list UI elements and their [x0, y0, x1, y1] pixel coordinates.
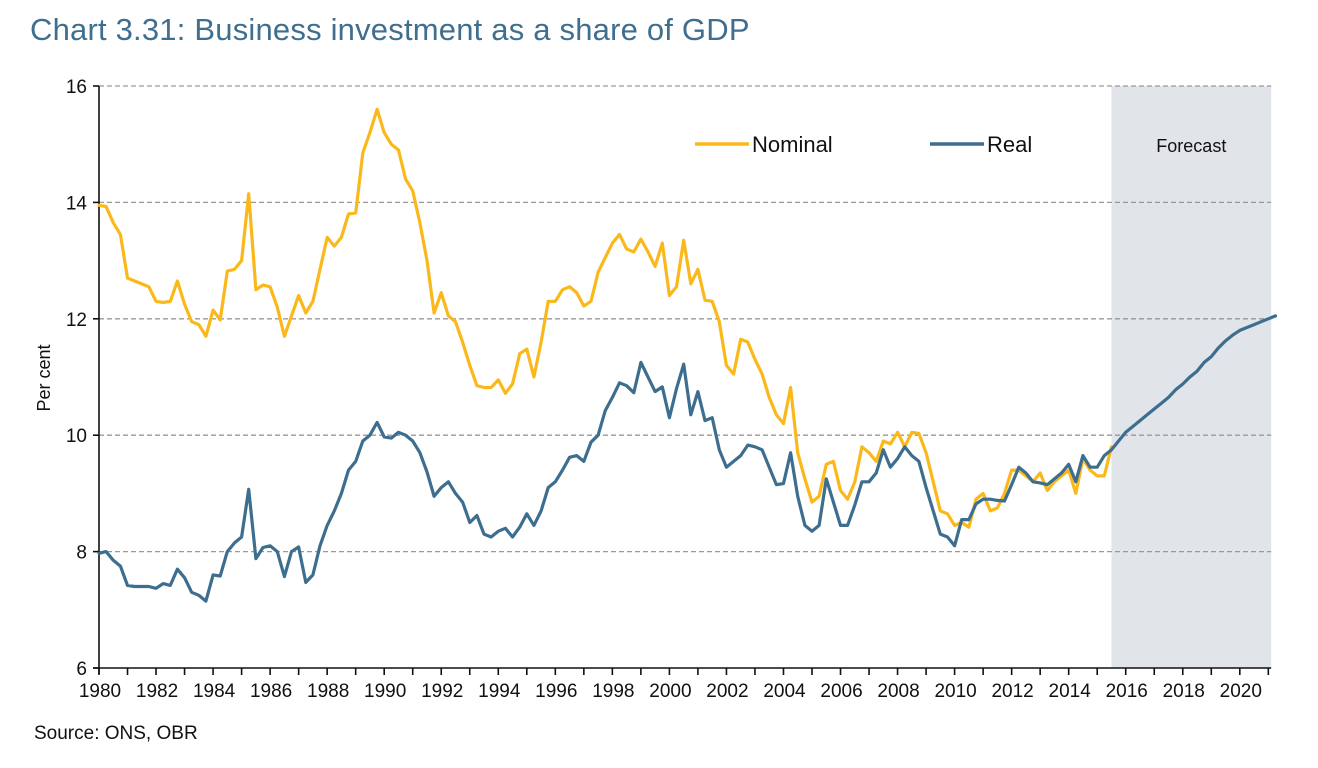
x-tick-label: 1996	[535, 681, 577, 702]
y-tick-label: 12	[66, 310, 87, 331]
x-tick-label: 2006	[820, 681, 862, 702]
x-tick-label: 2000	[649, 681, 691, 702]
x-tick-label: 2002	[706, 681, 748, 702]
x-tick-label: 2020	[1220, 681, 1262, 702]
x-tick-label: 1990	[364, 681, 406, 702]
y-tick-label: 8	[76, 543, 87, 564]
axes: 6 8 10 12 14 16 1980 1982 1984 1986 1988 1990 1992 19…	[66, 77, 1272, 702]
gridlines	[99, 85, 1272, 553]
x-tick-label: 1998	[592, 681, 634, 702]
y-tick-label: 6	[76, 659, 87, 680]
x-tick-label: 1980	[79, 681, 121, 702]
legend-label-real: Real	[987, 132, 1032, 157]
source-note: Source: ONS, OBR	[34, 723, 198, 744]
x-tick-label: 2016	[1106, 681, 1148, 702]
x-tick-label: 2004	[763, 681, 806, 702]
x-tick-label: 1992	[421, 681, 463, 702]
forecast-label: Forecast	[1156, 136, 1226, 156]
x-tick-label: 1982	[136, 681, 178, 702]
y-tick-label: 16	[66, 77, 87, 98]
x-tick-label: 2014	[1049, 681, 1092, 702]
legend: Nominal Real	[695, 132, 1032, 157]
x-tick-label: 1988	[307, 681, 349, 702]
series	[97, 107, 1278, 603]
series-line-nominal	[97, 107, 1114, 529]
x-tick-label: 2018	[1163, 681, 1205, 702]
legend-label-nominal: Nominal	[752, 132, 833, 157]
x-tick-label: 1986	[250, 681, 292, 702]
series-line-real	[97, 314, 1278, 603]
y-axis-title: Per cent	[34, 344, 54, 411]
y-tick-label: 10	[66, 426, 87, 447]
chart-title: Chart 3.31: Business investment as a sha…	[30, 12, 750, 47]
y-tick-label: 14	[66, 193, 88, 214]
x-tick-label: 1984	[193, 681, 236, 702]
x-tick-label: 2010	[934, 681, 976, 702]
x-tick-label: 1994	[478, 681, 521, 702]
x-tick-label: 2008	[877, 681, 919, 702]
x-tick-label: 2012	[991, 681, 1033, 702]
